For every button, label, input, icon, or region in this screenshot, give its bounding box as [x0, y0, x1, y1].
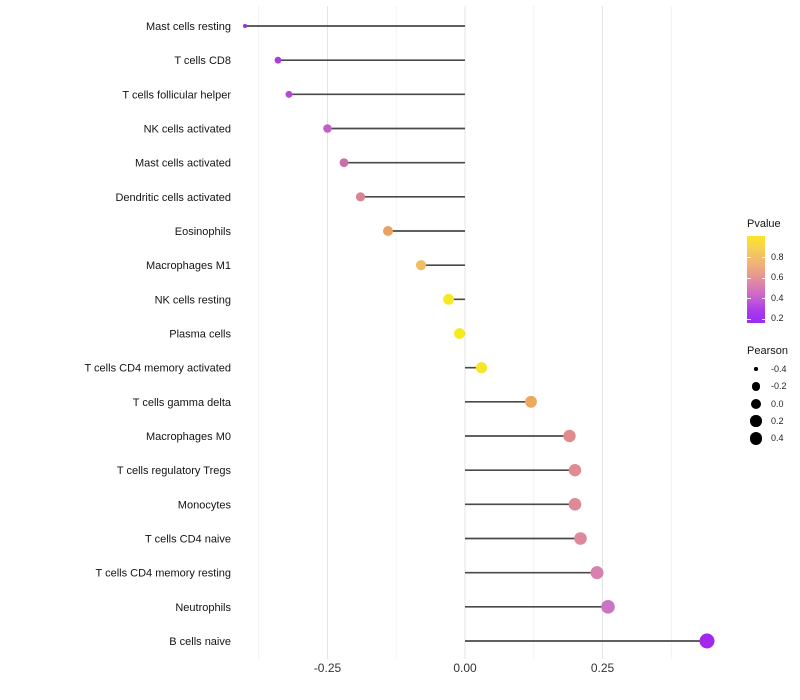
size-legend-dot	[749, 432, 763, 445]
category-label: T cells CD4 memory resting	[96, 568, 232, 580]
data-point	[568, 463, 582, 477]
colorbar-tick-label: 0.2	[771, 313, 784, 324]
data-point	[568, 498, 582, 511]
data-point	[415, 260, 427, 271]
data-point	[475, 362, 488, 374]
colorbar-tick-mark	[761, 318, 765, 320]
data-point	[601, 600, 615, 614]
category-label: T cells regulatory Tregs	[117, 465, 232, 477]
colorbar-tick-mark	[747, 277, 751, 279]
size-legend-dot	[754, 367, 758, 371]
size-legend-item: 0.4	[747, 430, 800, 447]
category-label: Macrophages M0	[146, 431, 231, 443]
size-legend-item: 0.2	[747, 413, 800, 430]
size-legend-label: 0.0	[771, 398, 784, 409]
size-legend-item: 0.0	[747, 395, 800, 412]
data-point	[699, 633, 715, 649]
colorbar-tick-mark	[747, 318, 751, 320]
category-label: Monocytes	[178, 499, 232, 511]
colorbar-tick-mark	[761, 257, 765, 258]
data-point	[454, 328, 465, 339]
category-label: NK cells activated	[144, 124, 231, 136]
data-point	[323, 124, 332, 133]
colorbar-tick-mark	[747, 257, 751, 258]
data-point	[339, 158, 349, 168]
category-label: Plasma cells	[169, 329, 231, 341]
category-label: T cells gamma delta	[133, 397, 232, 409]
colorbar-tick-mark	[747, 298, 751, 300]
data-point	[383, 226, 393, 237]
size-legend-dot	[751, 398, 761, 409]
category-label: T cells follicular helper	[122, 89, 231, 101]
pvalue-colorbar	[747, 236, 765, 323]
colorbar-tick-mark	[761, 298, 765, 300]
size-legend-label: -0.4	[771, 364, 787, 374]
data-point	[574, 532, 587, 545]
category-label: T cells CD4 naive	[145, 534, 231, 546]
colorbar-tick-label: 0.6	[771, 272, 784, 283]
category-label: Dendritic cells activated	[115, 192, 231, 204]
category-label: Mast cells activated	[135, 158, 231, 170]
data-point	[243, 24, 247, 28]
size-legend-label: 0.4	[771, 433, 784, 444]
size-legend-dot	[751, 382, 761, 391]
colorbar-tick-label: 0.4	[771, 292, 784, 303]
colorbar-tick-label: 0.8	[771, 251, 784, 262]
category-label: T cells CD4 memory activated	[84, 363, 231, 375]
pvalue-legend-title: Pvalue	[747, 218, 781, 230]
data-point	[274, 56, 282, 64]
category-label: Eosinophils	[175, 226, 232, 238]
category-label: NK cells resting	[155, 294, 231, 306]
x-tick-label: -0.25	[314, 661, 342, 675]
x-tick-label: 0.25	[591, 661, 615, 675]
data-point	[285, 90, 293, 98]
data-point	[443, 293, 454, 305]
data-point	[355, 192, 366, 202]
category-label: B cells naive	[169, 636, 231, 648]
pearson-legend-title: Pearson	[747, 345, 788, 357]
size-legend-label: 0.2	[771, 416, 784, 427]
category-label: Macrophages M1	[146, 260, 231, 272]
size-legend-dot	[750, 415, 762, 427]
data-point	[525, 395, 537, 408]
x-tick-label: 0.00	[453, 661, 477, 675]
category-label: T cells CD8	[174, 55, 231, 67]
data-point	[563, 429, 576, 443]
size-legend-item: -0.4	[747, 361, 800, 378]
size-legend-label: -0.2	[771, 381, 787, 392]
data-point	[590, 566, 604, 580]
legend: Pvalue Pearson 0.8 0.6 0.4 0.2 -0.4 -0.2 0.0 0.…	[747, 218, 800, 468]
category-label: Mast cells resting	[146, 21, 231, 33]
category-label: Neutrophils	[175, 602, 231, 614]
colorbar-tick-mark	[761, 277, 765, 279]
size-legend-item: -0.2	[747, 378, 800, 395]
